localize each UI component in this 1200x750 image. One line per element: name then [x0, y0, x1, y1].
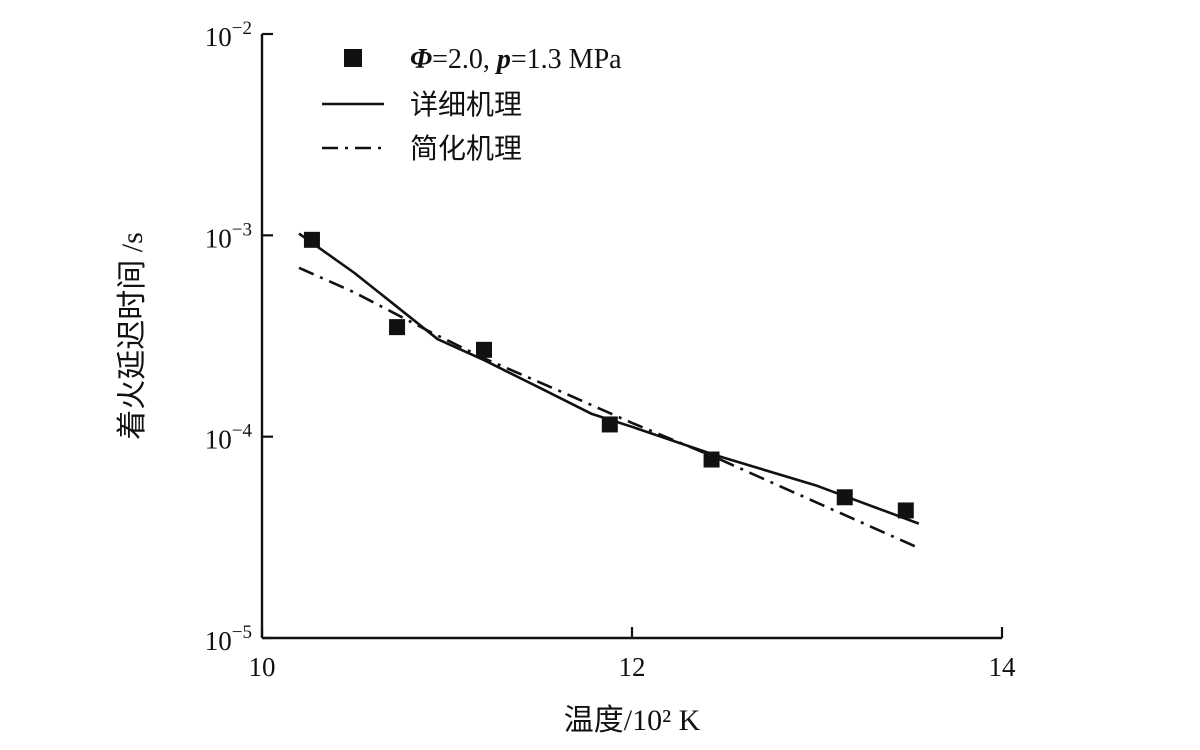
axis-ticks: 10 12 14 10−5 10−4 10−3 10−2: [205, 18, 1016, 682]
series-lines: [298, 232, 920, 550]
data-point-marker: [601, 416, 618, 433]
y-tick-label: 10−2: [205, 18, 252, 52]
x-tick-label: 12: [619, 652, 646, 682]
legend-label: 详细机理: [410, 89, 522, 121]
data-point-marker: [703, 451, 720, 468]
x-tick-label: 10: [249, 652, 276, 682]
data-point-marker: [389, 319, 406, 336]
legend-label: Φ=2.0, p=1.3 MPa: [410, 44, 622, 75]
y-tick-label: 10−3: [205, 219, 252, 253]
data-markers: [303, 231, 914, 519]
legend-marker-square: [344, 49, 362, 67]
legend-label: 简化机理: [410, 133, 522, 165]
y-tick-label: 10−5: [205, 622, 252, 656]
plot-area: [260, 34, 1002, 640]
simplified-mechanism-line: [298, 266, 920, 550]
y-axis-title: 着火延迟时间 /s: [116, 232, 149, 440]
data-point-marker: [476, 341, 492, 358]
y-tick-label: 10−4: [205, 421, 253, 455]
data-point-marker: [897, 502, 914, 519]
data-point-marker: [836, 489, 853, 506]
x-tick-label: 14: [989, 652, 1017, 682]
data-point-marker: [303, 231, 320, 248]
detailed-mechanism-line: [298, 232, 920, 525]
x-axis-title: 温度/10² K: [564, 704, 701, 737]
